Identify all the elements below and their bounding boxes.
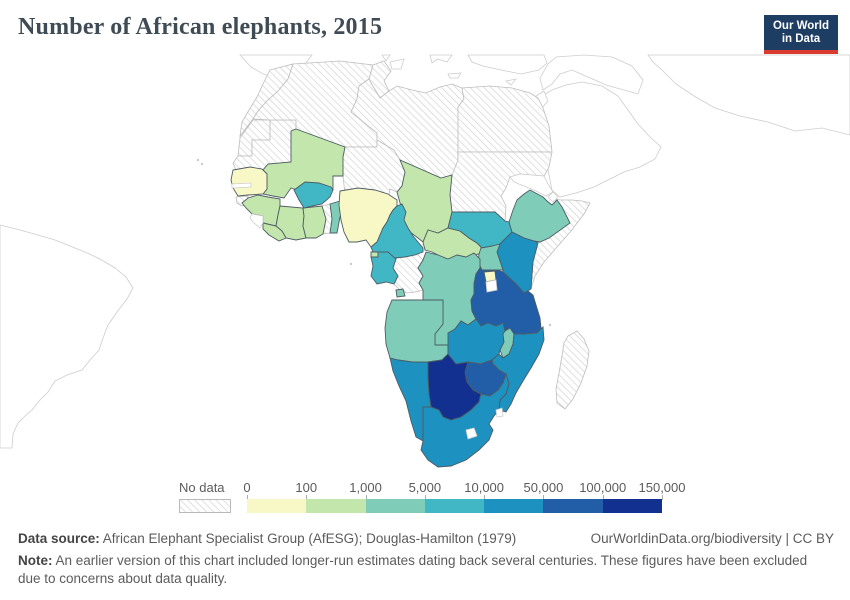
chart-title: Number of African elephants, 2015	[18, 14, 383, 40]
outline-turkey	[467, 54, 548, 75]
outline-greece	[429, 54, 453, 64]
data-source-text: Data source: African Elephant Specialist…	[18, 531, 517, 546]
country-gabon[interactable]	[370, 251, 399, 285]
legend-bin-1,000-5,000[interactable]	[365, 499, 425, 513]
no-data-countries	[232, 60, 591, 410]
map-legend: No data 0 100 1,000 5,000 10,000 50,000 100,00…	[0, 478, 850, 518]
island-speck	[349, 262, 353, 266]
footer: Data source: African Elephant Specialist…	[18, 531, 834, 546]
legend-bin-0-100[interactable]	[247, 499, 307, 513]
data-source-label: Data source:	[18, 531, 100, 546]
country-angola-cabinda[interactable]	[395, 288, 406, 298]
country-gambia[interactable]	[231, 182, 252, 189]
country-senegal[interactable]	[230, 166, 268, 197]
legend-bin-100-1,000[interactable]	[306, 499, 366, 513]
owid-logo-line1: Our World	[772, 20, 829, 32]
island-speck	[548, 323, 552, 327]
legend-tick-mark	[484, 495, 486, 500]
legend-tick-mark	[247, 495, 248, 500]
country-ethiopia[interactable]	[508, 189, 571, 243]
legend-tick-label: 100	[295, 480, 318, 495]
legend-tick-label: 5,000	[408, 480, 442, 495]
country-liberia[interactable]	[262, 222, 287, 242]
legend-tick-label: 1,000	[349, 480, 382, 495]
legend-tick-mark	[662, 495, 663, 500]
country-south-africa[interactable]	[420, 372, 510, 468]
outline-crete	[447, 72, 462, 79]
unshaded-small-countries	[231, 173, 559, 440]
island-speck	[200, 162, 204, 166]
legend-no-data-label: No data	[179, 480, 225, 495]
country-mali[interactable]	[262, 128, 346, 199]
legend-bin-5,000-10,000[interactable]	[424, 499, 485, 513]
country-madagascar[interactable]	[555, 330, 590, 410]
outline-cyprus	[505, 78, 518, 86]
country-burundi[interactable]	[485, 279, 498, 293]
legend-tick-labels: 0 100 1,000 5,000 10,000 50,000 100,000 150,000	[243, 478, 686, 500]
background-landmasses	[0, 54, 850, 449]
outline-iran	[647, 54, 850, 136]
owid-link[interactable]: OurWorldinData.org/biodiversity | CC BY	[590, 531, 834, 546]
legend-bin-100,000-150,000[interactable]	[602, 499, 662, 513]
legend-tick-label: 0	[243, 480, 251, 495]
outline-sicily	[389, 58, 405, 70]
legend-tick-label: 150,000	[638, 480, 686, 495]
owid-logo[interactable]: Our World in Data	[764, 15, 838, 54]
legend-tick-mark	[365, 495, 367, 500]
country-sierra-leone[interactable]	[249, 213, 264, 229]
outline-arabia	[541, 81, 662, 198]
legend-bin-50,000-100,000[interactable]	[543, 499, 603, 513]
country-equatorial-guinea[interactable]	[370, 251, 379, 258]
country-djibouti[interactable]	[547, 191, 559, 203]
legend-tick-mark	[602, 495, 604, 500]
note-label: Note:	[18, 553, 53, 568]
legend-tick-mark	[306, 495, 308, 500]
legend-tick-mark	[424, 495, 426, 500]
outline-italy	[381, 54, 391, 62]
legend-no-data-swatch[interactable]	[179, 499, 231, 513]
island-speck	[196, 158, 200, 162]
footnote: Note: An earlier version of this chart i…	[18, 553, 808, 587]
legend-tick-label: 100,000	[579, 480, 627, 495]
country-lesotho[interactable]	[465, 427, 478, 440]
country-egypt[interactable]	[457, 85, 553, 153]
outline-levant-iraq	[539, 54, 644, 95]
legend-tick-label: 10,000	[464, 480, 505, 495]
country-eritrea[interactable]	[509, 173, 554, 197]
country-ghana[interactable]	[302, 205, 327, 239]
legend-color-bar	[247, 499, 662, 513]
owid-logo-line2: in Data	[781, 33, 821, 45]
legend-tick-mark	[543, 495, 545, 500]
country-cameroon[interactable]	[370, 203, 424, 259]
legend-bin-10,000-50,000[interactable]	[484, 499, 544, 513]
legend-tick-label: 50,000	[523, 480, 564, 495]
country-eswatini[interactable]	[495, 407, 504, 418]
country-burkina-faso[interactable]	[293, 181, 334, 209]
outline-brazil	[0, 224, 134, 449]
country-niger[interactable]	[342, 139, 406, 201]
